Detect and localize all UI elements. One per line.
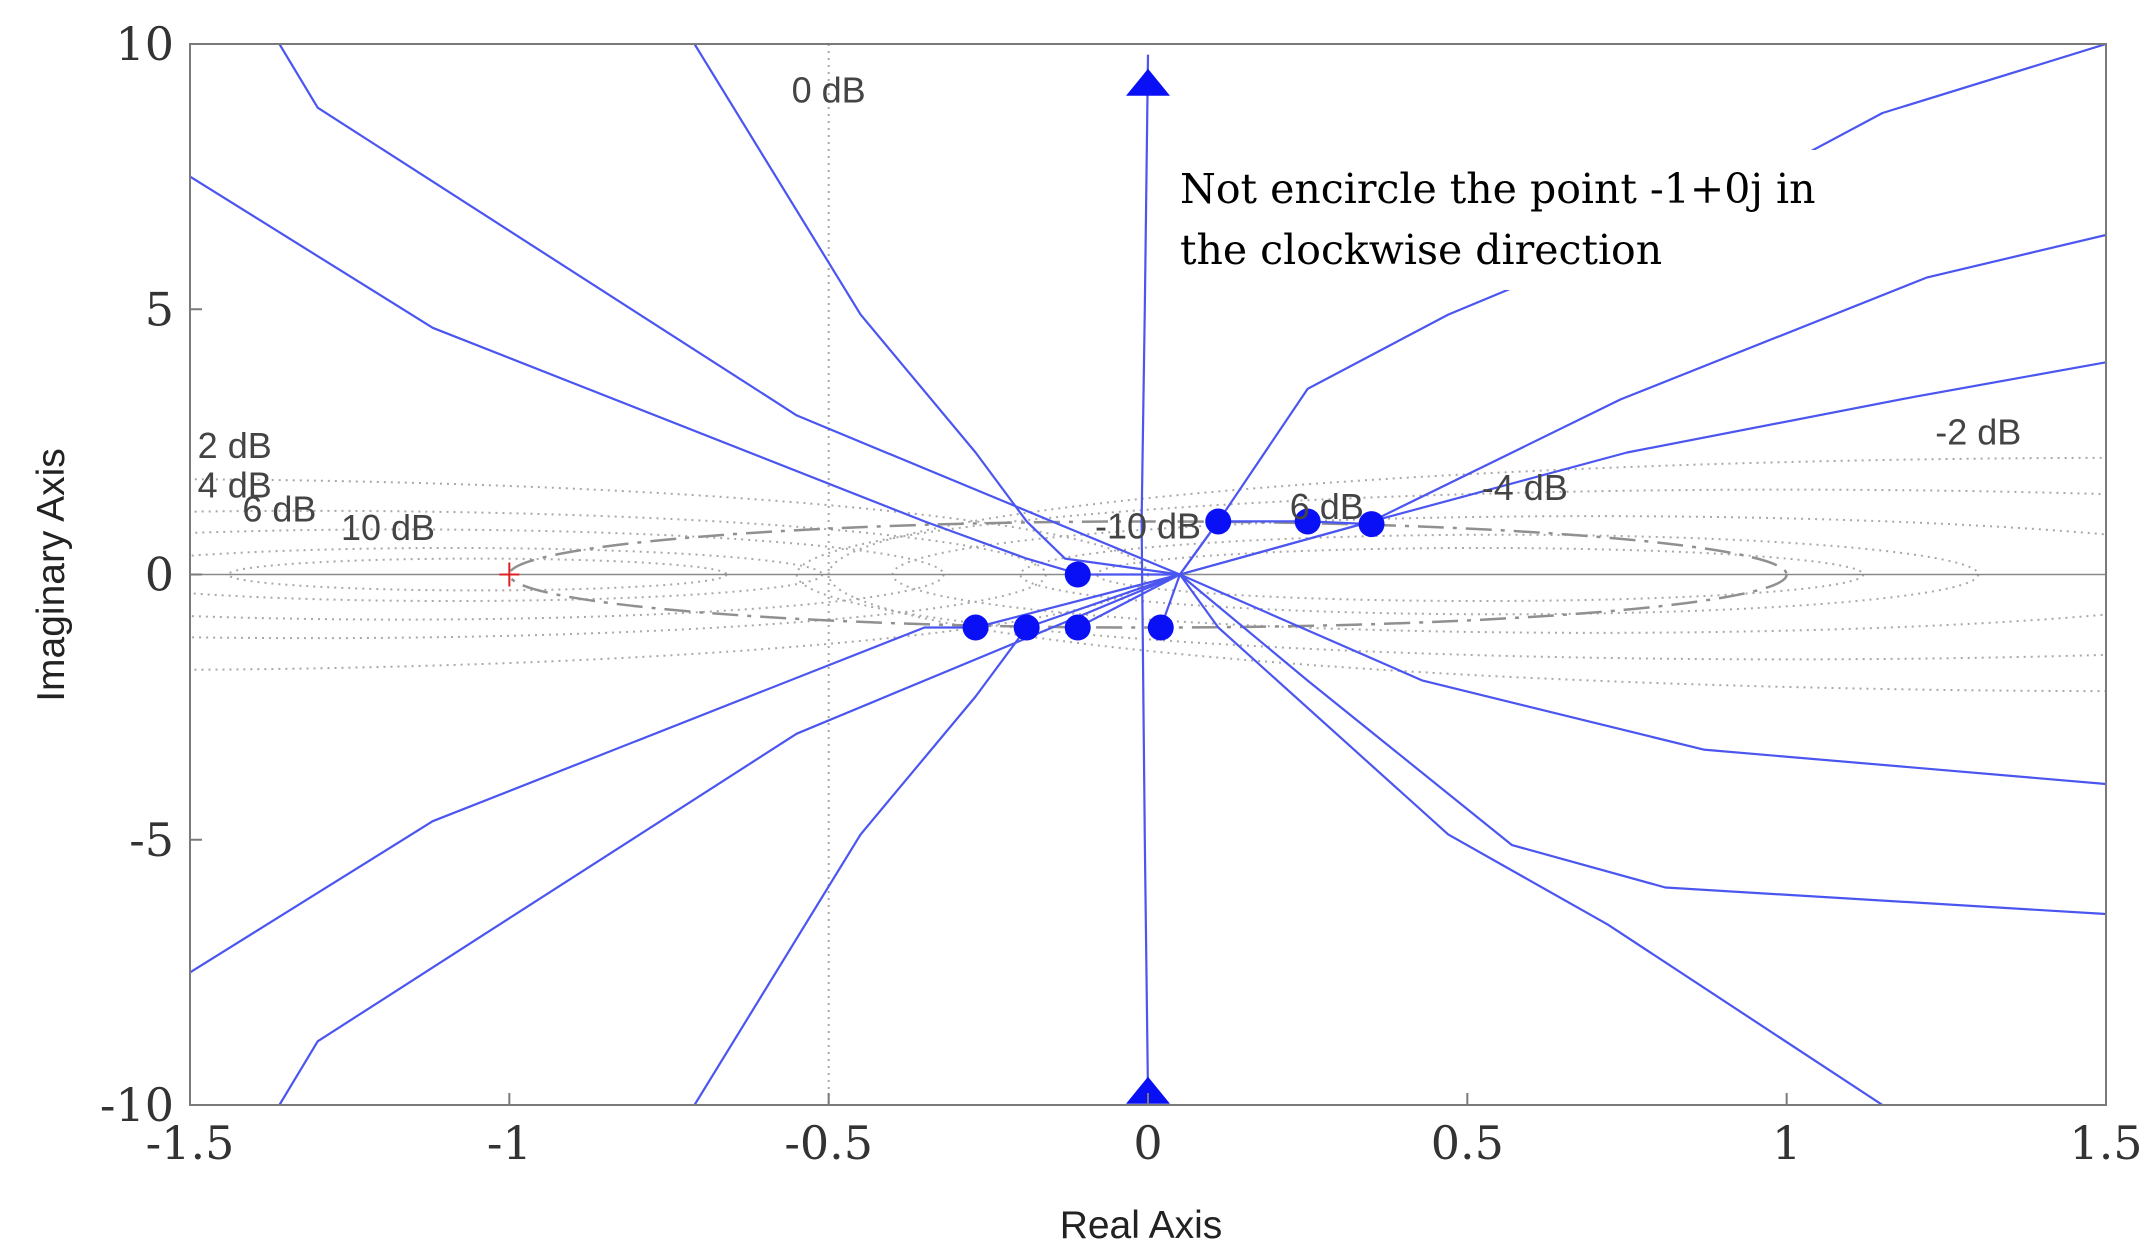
db-label: 10 dB [341,507,435,548]
nyquist-curve [1179,573,2106,786]
nyquist-curve [693,44,1181,576]
db-label: -4 dB [1482,467,1568,508]
db-label: 2 dB [198,425,272,466]
y-tick-label: 5 [145,282,174,336]
data-point-marker [1205,508,1232,535]
y-tick-label: 10 [115,17,174,71]
db-label: 4 dB [198,465,272,506]
db-label: -10 dB [1095,505,1201,546]
x-tick-label: -1.5 [146,1116,235,1170]
nyquist-curve [190,573,1181,974]
nyquist-curve [1179,361,2106,576]
data-point-marker [1358,511,1385,538]
x-tick-label: 1.5 [2069,1116,2142,1170]
x-tick-label: -1 [487,1116,532,1170]
x-tick-label: 1 [1772,1116,1801,1170]
axis-ticks: -1.5 -1 -0.5 0 0.5 1 1.5 -10 -5 0 5 10 [100,17,2143,1170]
y-axis-label: Imaginary Axis [30,448,73,702]
annotation-background [1168,150,1848,290]
y-tick-label: 0 [145,548,174,602]
data-point-marker [1064,561,1091,588]
data-point-marker [962,614,989,641]
db-label: 0 dB [792,69,866,110]
nyquist-curve [1179,573,1884,1105]
db-labels: 0 dB2 dB4 dB6 dB 10 dB -10 dB 6 dB -4 dB-2 d… [198,69,2022,548]
nyquist-curve [278,44,1181,576]
nyquist-curve [1077,573,1181,629]
db-label: -2 dB [1935,412,2021,453]
x-axis-label: Real Axis [1060,1204,1223,1247]
x-tick-label: 0 [1133,1116,1162,1170]
nyquist-curve [278,573,1181,1105]
nyquist-curves [190,44,2106,1105]
nyquist-curve [1179,44,2106,576]
nyquist-curve [1179,573,2106,916]
x-tick-label: -0.5 [784,1116,873,1170]
m-circle [796,488,2106,661]
nyquist-curve [693,573,1181,1105]
data-point-marker [1013,614,1040,641]
direction-arrow [1126,1076,1170,1104]
db-label: 6 dB [1290,486,1364,527]
direction-arrow [1126,68,1170,96]
data-point-marker [1147,614,1174,641]
y-tick-label: -5 [129,813,174,867]
x-tick-label: 0.5 [1431,1116,1504,1170]
nyquist-markers [962,68,1385,1104]
y-tick-label: -10 [100,1078,174,1132]
annotation-line-1: Not encircle the point -1+0j in [1180,165,1816,213]
db-label: 6 dB [242,488,316,529]
nyquist-curve [1140,54,1150,1095]
annotation-line-2: the clockwise direction [1180,226,1662,274]
data-point-marker [1064,614,1091,641]
plot-frame [189,43,2107,1106]
data-point-marker [1294,508,1321,535]
